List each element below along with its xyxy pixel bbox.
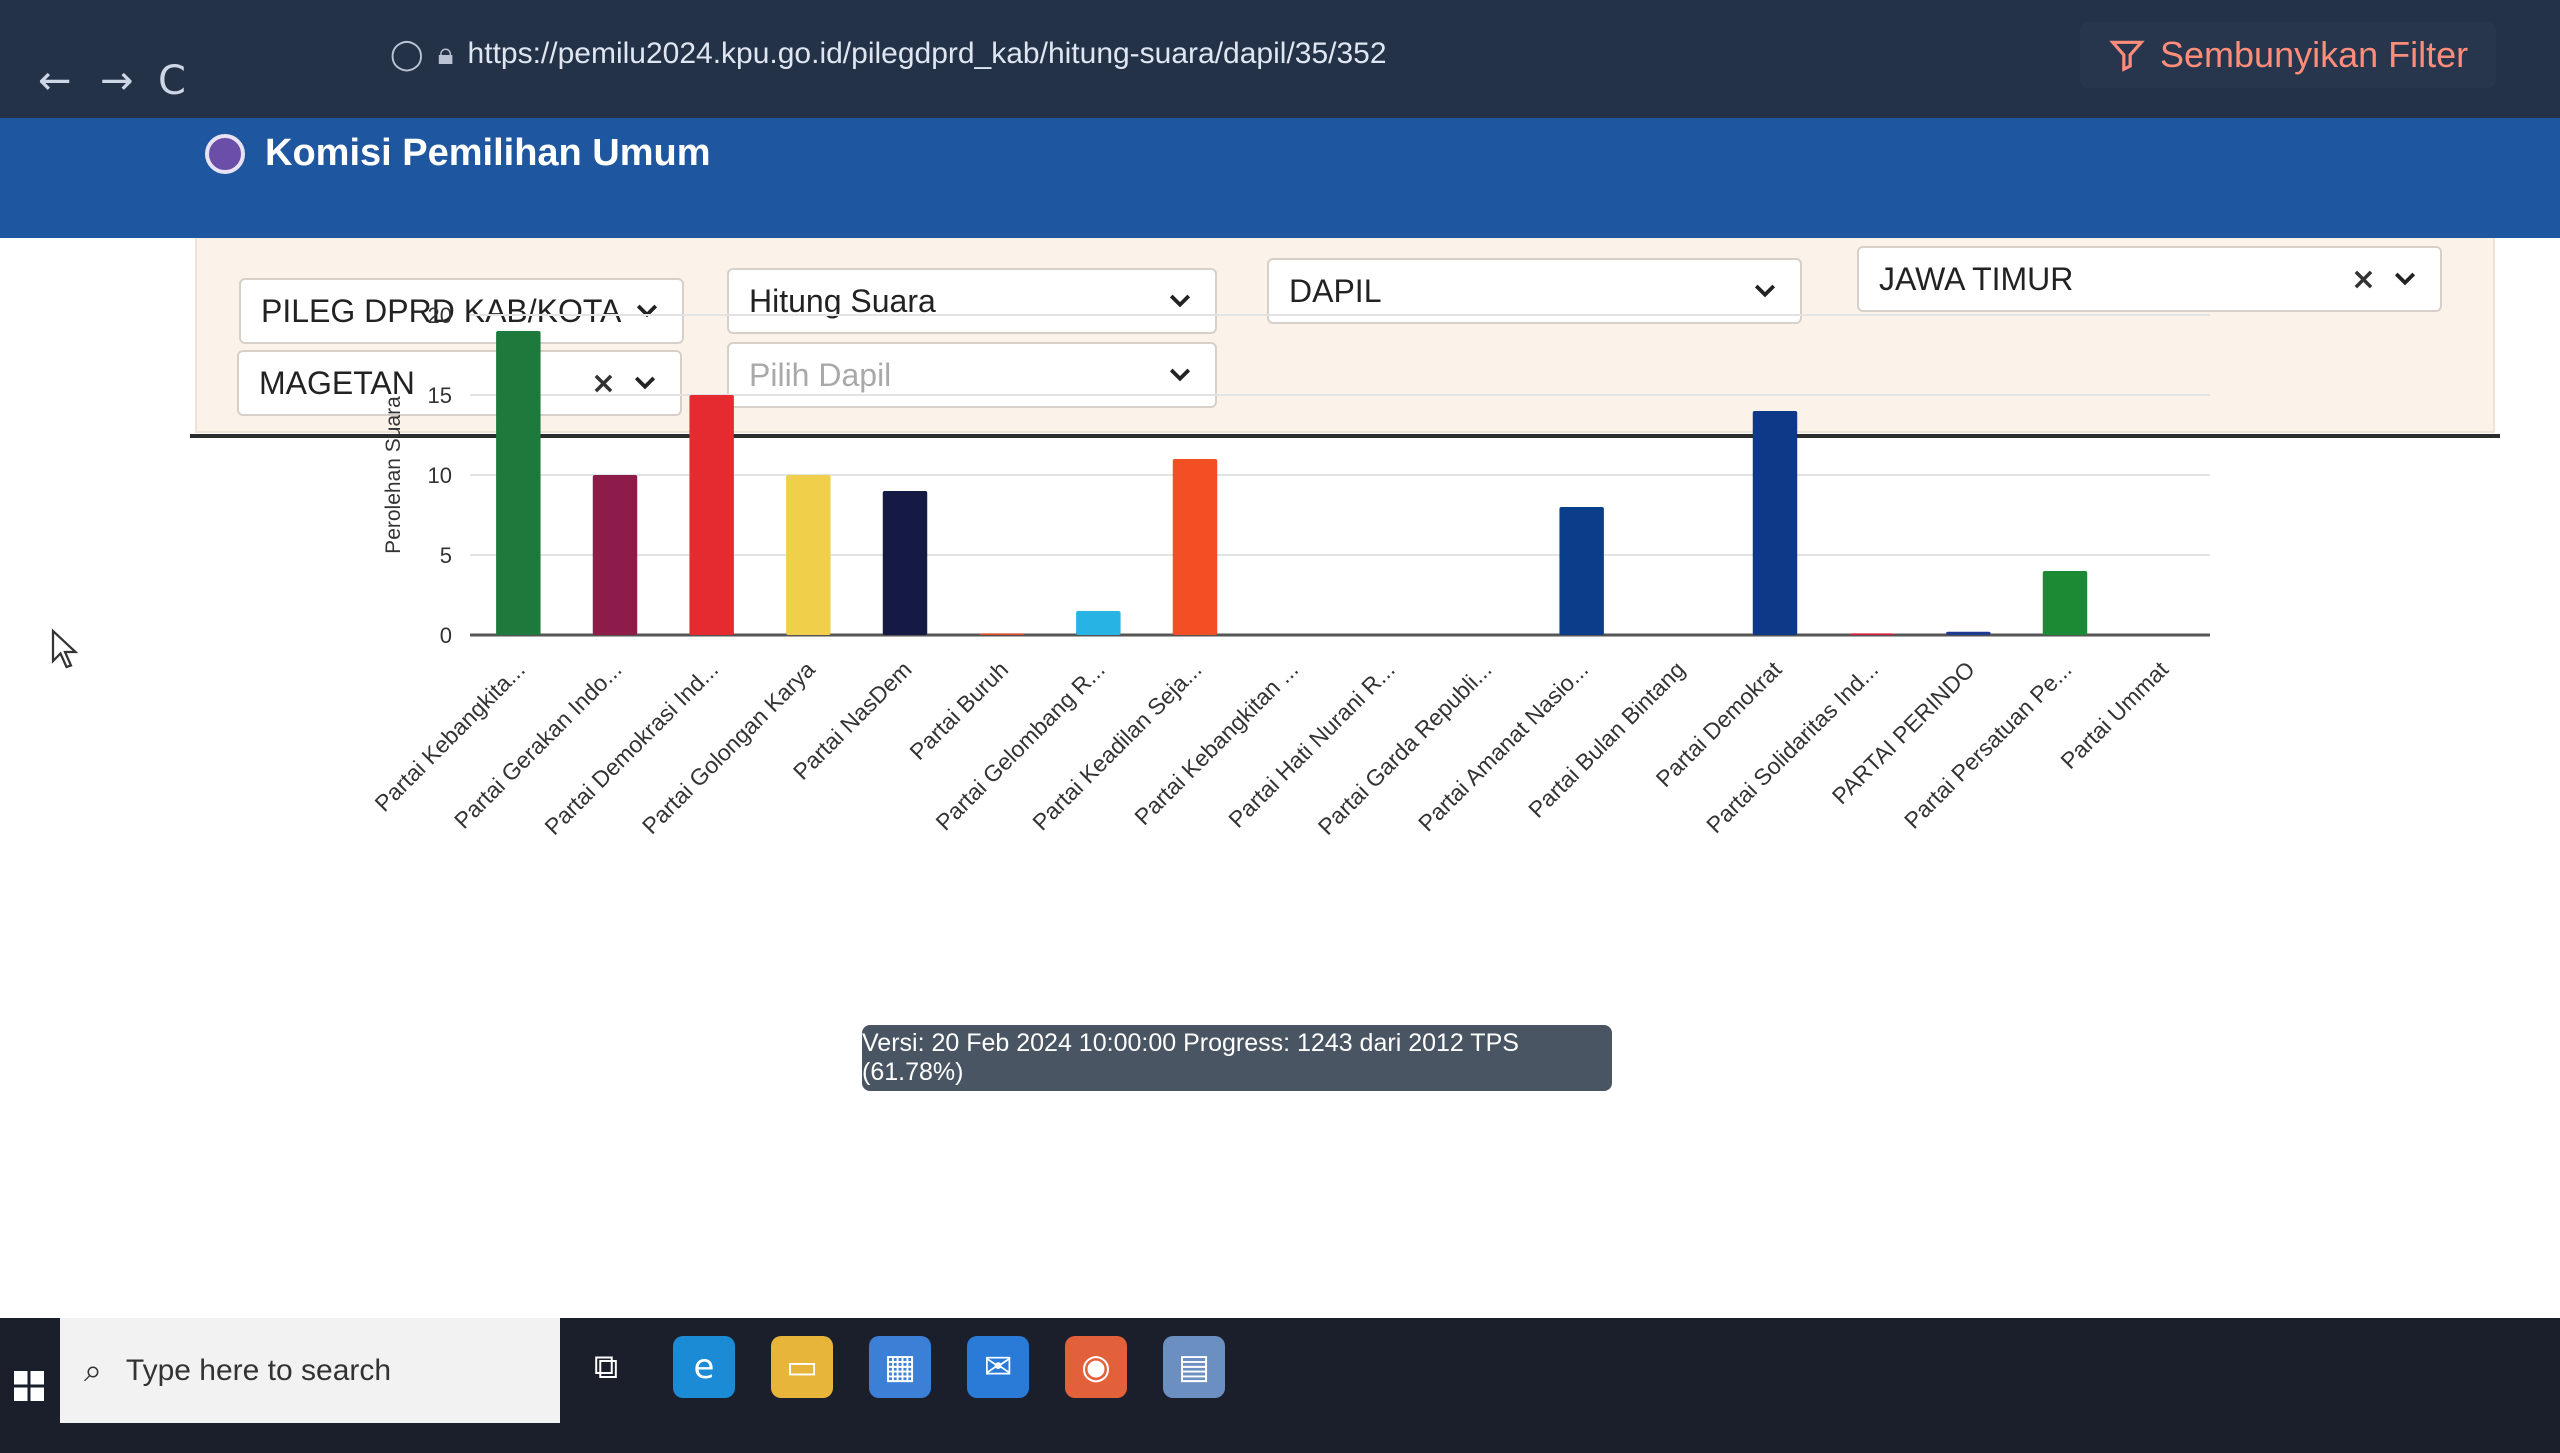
bar-16: [1946, 631, 1991, 635]
x-tick-label: Partai Bulan Bintang: [1523, 656, 1690, 823]
x-tick-label: Partai Persatuan Pe...: [1899, 656, 2076, 833]
y-tick-label: 10: [428, 463, 452, 488]
bar-2: [592, 475, 638, 635]
bar-7: [1076, 611, 1121, 635]
app-header: [0, 118, 2560, 238]
chevron-down-icon: [1169, 294, 1191, 308]
version-progress-tooltip: Versi: 20 Feb 2024 10:00:00 Progress: 12…: [862, 1025, 1612, 1091]
x-tick-label: Partai Buruh: [904, 656, 1013, 765]
province-select[interactable]: JAWA TIMUR ×: [1857, 246, 2442, 312]
province-value: JAWA TIMUR: [1879, 260, 2074, 297]
view-mode-select[interactable]: Hitung Suara: [727, 268, 1217, 334]
start-button[interactable]: [0, 1318, 58, 1453]
back-button[interactable]: ←: [38, 58, 72, 104]
taskbar-search[interactable]: ⌕ Type here to search: [60, 1318, 560, 1423]
chart-gridlines: [470, 314, 2210, 637]
x-tick-label: Partai Solidaritas Ind...: [1701, 656, 1883, 838]
vote-bar-chart: 0 5 10 15 20 Perolehan Suara Partai Kebangkita…: [370, 303, 2210, 840]
file-explorer-taskbar-icon[interactable]: ▭: [771, 1336, 833, 1398]
taskbar-search-placeholder: Type here to search: [125, 1353, 392, 1387]
kpu-logo-icon: [205, 133, 245, 174]
filter-panel: PILEG DPRD KAB/KOTA Hitung Suara DAPIL J…: [195, 238, 2495, 433]
hide-filter-label: Sembunyikan Filter: [2160, 34, 2469, 75]
bar-5: [882, 491, 928, 635]
x-tick-label: Partai Gelombang R...: [931, 656, 1110, 835]
x-tick-label: Partai Golongan Karya: [637, 656, 820, 839]
browser-toolbar: ← → C ◯ 🔒︎ https://pemilu2024.kpu.go.id/…: [0, 0, 2560, 118]
election-type-select[interactable]: PILEG DPRD KAB/KOTA: [239, 278, 684, 344]
regency-value: MAGETAN: [259, 364, 415, 401]
filter-divider: [190, 434, 2500, 438]
y-tick-label: 5: [440, 543, 452, 568]
windows-logo-icon: [14, 1370, 44, 1401]
version-text: Versi: 20 Feb 2024 10:00:00 Progress: 12…: [862, 1029, 1519, 1086]
x-tick-label: Partai Keadilan Seja...: [1027, 656, 1206, 835]
mail-taskbar-icon[interactable]: ✉: [967, 1336, 1029, 1398]
edge-taskbar-icon[interactable]: e: [673, 1336, 735, 1398]
url-text: https://pemilu2024.kpu.go.id/pilegdprd_k…: [467, 37, 1387, 70]
bar-14: [1752, 411, 1798, 635]
app-title: Komisi Pemilihan Umum: [265, 132, 711, 174]
task-view-taskbar-icon[interactable]: ⧉: [575, 1336, 637, 1398]
x-tick-label: Partai Demokrasi Ind...: [539, 656, 723, 840]
bar-17: [2042, 571, 2088, 635]
chevron-down-icon: [2394, 272, 2416, 286]
forward-button[interactable]: →: [100, 58, 134, 104]
address-bar[interactable]: ◯ 🔒︎ https://pemilu2024.kpu.go.id/pilegd…: [390, 26, 1590, 82]
x-tick-label: Partai Kebangkitan ...: [1129, 656, 1303, 830]
y-tick-label: 0: [440, 623, 452, 648]
bar-8: [1172, 459, 1218, 635]
windows-taskbar: ⌕ Type here to search ⧉ e ▭ ▦ ✉ ◉ ▤: [0, 1318, 2560, 1453]
shield-icon: ◯: [390, 36, 424, 72]
bar-12: [1559, 507, 1604, 635]
x-tick-label: Partai Amanat Nasio...: [1413, 656, 1593, 836]
main-panel: PILEG DPRD KAB/KOTA Hitung Suara DAPIL J…: [0, 238, 2560, 1318]
chart-labels: 0 5 10 15 20 Perolehan Suara Partai Kebangkita…: [370, 303, 2174, 840]
app-brand[interactable]: Komisi Pemilihan Umum: [205, 132, 711, 175]
clear-province-icon[interactable]: ×: [2350, 261, 2376, 297]
bar-15: [1849, 633, 1894, 635]
x-tick-label: Partai Gerakan Indo...: [449, 656, 626, 833]
regency-select[interactable]: MAGETAN ×: [237, 350, 682, 416]
y-axis-label: Perolehan Suara: [382, 396, 405, 554]
mouse-cursor-icon: [51, 628, 79, 669]
y-tick-label: 15: [428, 383, 452, 408]
chevron-down-icon: [1169, 368, 1191, 382]
bar-3: [689, 395, 734, 635]
y-tick-label: 20: [428, 303, 452, 328]
chart-bars: [496, 331, 2088, 635]
election-type-value: PILEG DPRD KAB/KOTA: [261, 292, 622, 329]
chevron-down-icon: [1754, 284, 1776, 298]
reload-button[interactable]: C: [158, 58, 186, 104]
dapil-placeholder: Pilih Dapil: [749, 356, 892, 393]
x-tick-label: Partai Hati Nurani R...: [1223, 656, 1400, 833]
lock-icon: 🔒︎: [437, 36, 454, 72]
view-mode-value: Hitung Suara: [749, 282, 936, 319]
firefox-taskbar-icon[interactable]: ◉: [1065, 1336, 1127, 1398]
search-icon: ⌕: [84, 1351, 102, 1389]
bar-4: [786, 475, 831, 635]
store-taskbar-icon[interactable]: ▦: [869, 1336, 931, 1398]
bar-1: [496, 331, 541, 635]
calculator-taskbar-icon[interactable]: ▤: [1163, 1336, 1225, 1398]
bar-6: [979, 633, 1024, 635]
hide-filter-button[interactable]: Sembunyikan Filter: [2080, 22, 2497, 88]
chevron-down-icon: [634, 376, 656, 390]
dapil-select[interactable]: Pilih Dapil: [727, 342, 1217, 408]
filter-icon: [2109, 40, 2145, 72]
x-tick-label: Partai Garda Republi...: [1313, 656, 1497, 840]
level-value: DAPIL: [1289, 272, 1382, 309]
level-select[interactable]: DAPIL: [1267, 258, 1802, 324]
